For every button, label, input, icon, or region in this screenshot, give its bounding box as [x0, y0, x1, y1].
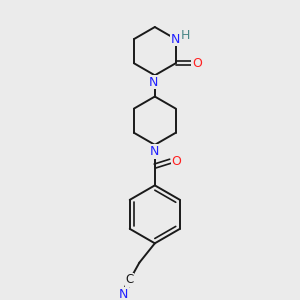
Text: N: N — [149, 76, 158, 88]
Text: H: H — [181, 29, 190, 42]
Text: O: O — [192, 57, 202, 70]
Text: N: N — [171, 33, 180, 46]
Text: O: O — [171, 155, 181, 168]
Text: C: C — [126, 274, 134, 286]
Text: N: N — [119, 288, 129, 300]
Text: N: N — [150, 145, 160, 158]
